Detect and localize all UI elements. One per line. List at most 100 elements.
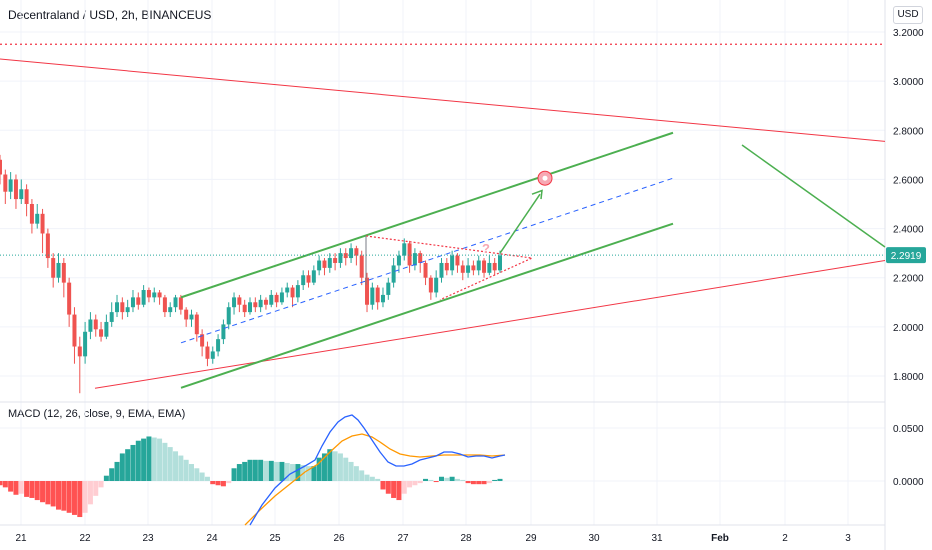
- macd-histogram-bar: [34, 481, 40, 501]
- candle: [19, 179, 24, 204]
- candle: [242, 299, 247, 318]
- candle: [232, 292, 237, 315]
- arrow-head: [531, 189, 543, 200]
- macd-histogram-bar: [242, 461, 248, 481]
- macd-histogram-bar: [263, 460, 269, 481]
- price-axis[interactable]: 3.2000 3.0000 2.8000 2.6000 2.4000 2.2000 2.00…: [893, 28, 924, 488]
- channel-lower-line[interactable]: [180, 222, 674, 389]
- candle: [72, 307, 77, 364]
- price-tick-label: 2.6000: [893, 175, 924, 186]
- candle: [450, 250, 455, 276]
- time-axis[interactable]: 21 22 23 24 25 26 27 28 29 30 31 Feb 2 3: [15, 533, 851, 544]
- candle: [386, 277, 391, 300]
- price-tick-label: 3.0000: [893, 77, 924, 88]
- time-tick-label: 31: [651, 533, 663, 544]
- resistance-trendline[interactable]: [0, 58, 886, 142]
- candle: [418, 250, 423, 273]
- candle: [130, 290, 135, 313]
- macd-histogram-bar: [428, 479, 434, 481]
- macd-histogram-bar: [353, 466, 359, 481]
- candle: [146, 287, 151, 303]
- channel-midline[interactable]: [180, 177, 674, 344]
- candle: [216, 334, 221, 357]
- candle: [77, 336, 82, 394]
- macd-histogram-bar: [130, 444, 136, 481]
- macd-histogram-bar: [204, 476, 210, 481]
- macd-histogram-bar: [29, 481, 35, 498]
- candle: [40, 208, 45, 254]
- macd-histogram-bar: [465, 481, 471, 484]
- candle: [311, 265, 316, 286]
- macd-histogram-bar: [396, 481, 402, 501]
- macd-histogram-bar: [87, 481, 93, 505]
- question-mark-annotation[interactable]: ?: [482, 241, 490, 256]
- macd-histogram-bar: [375, 478, 381, 481]
- macd-histogram-bar: [24, 481, 30, 497]
- macd-histogram-bar: [454, 478, 460, 481]
- candle: [45, 228, 50, 268]
- macd-tick-label: 0.0000: [893, 477, 924, 488]
- time-tick-label: 29: [525, 533, 537, 544]
- macd-histogram-bar: [50, 481, 56, 507]
- macd-histogram-bar: [151, 437, 157, 481]
- time-tick-label: 3: [845, 533, 851, 544]
- macd-histogram-bar: [364, 474, 370, 481]
- macd-histogram-bar: [284, 462, 290, 481]
- channel-upper-line[interactable]: [180, 131, 674, 299]
- candle: [125, 299, 130, 318]
- candle: [210, 346, 215, 364]
- macd-histogram-bar: [348, 461, 354, 481]
- price-drawings-over[interactable]: ?: [180, 131, 886, 389]
- candle: [460, 260, 465, 281]
- candle: [189, 309, 194, 327]
- candle: [221, 319, 226, 345]
- time-tick-label: 28: [460, 533, 472, 544]
- macd-histogram-bar: [98, 481, 104, 488]
- macd-histogram-bar: [321, 453, 327, 481]
- time-tick-label: 24: [206, 533, 218, 544]
- candle: [168, 302, 173, 318]
- candle: [8, 172, 13, 200]
- candle: [423, 260, 428, 286]
- macd-histogram-bar: [306, 466, 312, 481]
- macd-indicator-label[interactable]: MACD (12, 26, close, 9, EMA, EMA): [8, 408, 186, 420]
- candle: [24, 184, 29, 217]
- candle: [333, 253, 338, 271]
- candle: [152, 287, 157, 303]
- candle: [99, 321, 104, 342]
- macd-histogram-bar: [2, 481, 8, 488]
- time-tick-label: Feb: [711, 533, 729, 544]
- macd-histogram-bar: [13, 481, 19, 495]
- macd-histogram-bar: [295, 464, 301, 481]
- macd-histogram-bar: [252, 459, 258, 481]
- macd-histogram-bar: [125, 449, 131, 481]
- projection-arrow[interactable]: [499, 193, 541, 254]
- macd-histogram-bar: [71, 481, 77, 515]
- macd-histogram-bar: [231, 468, 237, 481]
- forecast-line[interactable]: [741, 144, 886, 248]
- candle: [29, 199, 34, 234]
- candle: [200, 329, 205, 357]
- candle: [322, 258, 327, 276]
- macd-histogram-bar: [460, 479, 466, 481]
- time-tick-label: 30: [588, 533, 600, 544]
- candle: [120, 297, 125, 320]
- support-trendline[interactable]: [94, 260, 886, 389]
- price-tick-label: 2.2000: [893, 274, 924, 285]
- candle: [56, 253, 61, 283]
- macd-histogram-bar: [380, 481, 386, 490]
- macd-histogram-bar: [56, 481, 62, 510]
- candle: [88, 312, 93, 340]
- triangle-pattern[interactable]: [365, 235, 535, 301]
- price-tick-label: 2.0000: [893, 323, 924, 334]
- macd-histogram-bar: [268, 460, 274, 481]
- price-tick-label: 3.2000: [893, 28, 924, 39]
- macd-histogram-bar: [194, 468, 200, 481]
- last-price-label: 2.2919: [891, 251, 922, 262]
- macd-pane: [0, 414, 506, 526]
- currency-badge[interactable]: USD: [893, 6, 923, 24]
- macd-histogram-bar: [103, 475, 109, 481]
- chart-title: Decentraland / USD, 2h, BINANCEUS: [8, 8, 212, 22]
- macd-histogram-bar: [476, 481, 482, 485]
